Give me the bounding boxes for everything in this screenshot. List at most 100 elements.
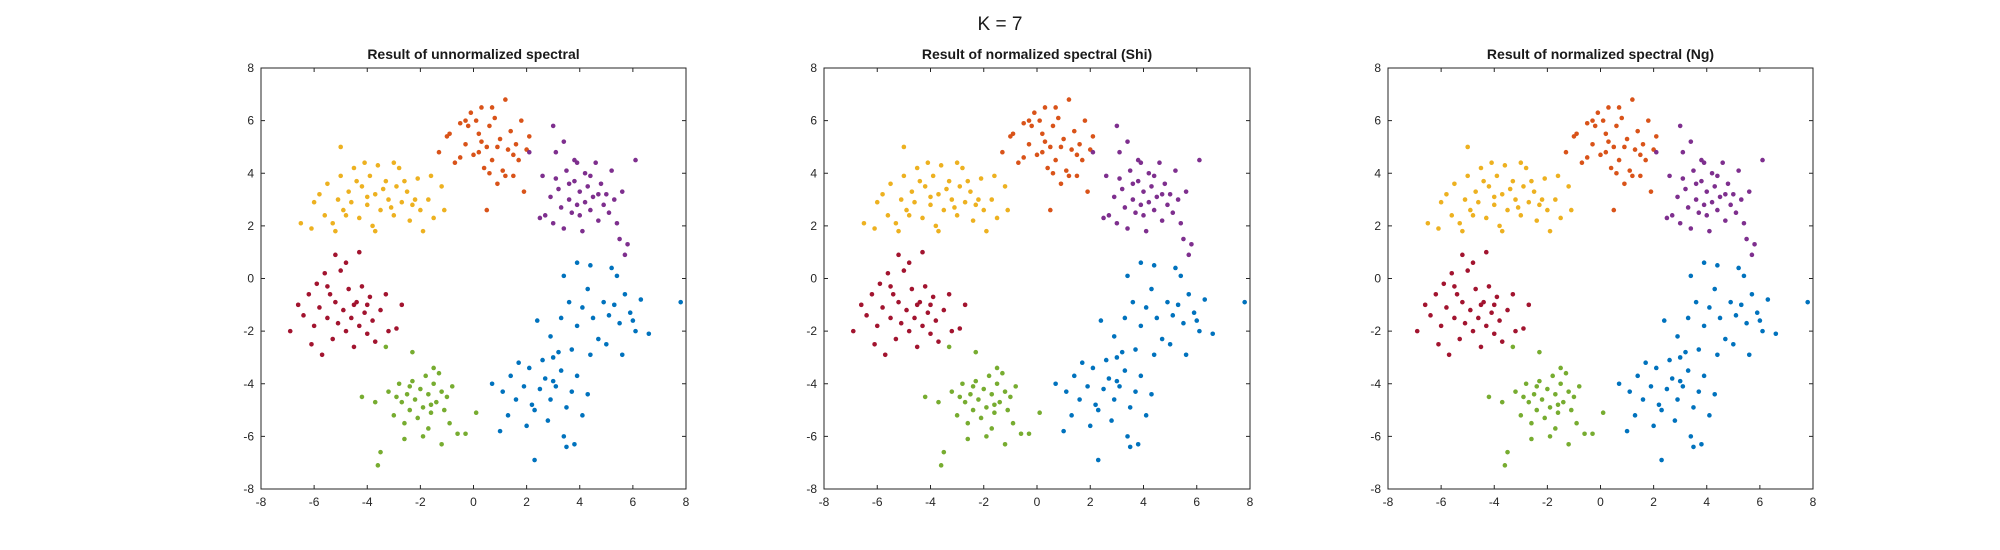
data-point bbox=[410, 378, 415, 384]
data-point bbox=[325, 284, 330, 289]
data-point bbox=[593, 160, 598, 166]
data-point bbox=[588, 207, 593, 213]
data-point bbox=[487, 123, 492, 129]
y-tick-label: -6 bbox=[806, 429, 817, 443]
data-point bbox=[1614, 123, 1619, 129]
data-point bbox=[1090, 149, 1096, 155]
data-point bbox=[311, 323, 317, 329]
data-point bbox=[1170, 210, 1176, 216]
panel-title: Result of unnormalized spectral bbox=[367, 46, 579, 62]
data-point bbox=[322, 270, 328, 276]
data-point bbox=[1476, 199, 1481, 205]
data-point bbox=[1683, 186, 1688, 192]
data-point bbox=[1744, 236, 1749, 242]
cluster-2 bbox=[436, 97, 532, 213]
data-point bbox=[492, 115, 498, 121]
data-point bbox=[1659, 457, 1664, 463]
data-point bbox=[1688, 273, 1694, 279]
data-point bbox=[1728, 299, 1733, 305]
data-point bbox=[1622, 181, 1627, 187]
data-point bbox=[997, 399, 1003, 405]
y-tick-label: -4 bbox=[806, 377, 817, 391]
data-point bbox=[1433, 291, 1439, 297]
data-point bbox=[880, 192, 885, 197]
data-point bbox=[412, 397, 418, 402]
data-point bbox=[1696, 347, 1702, 352]
data-point bbox=[1545, 386, 1550, 392]
data-point bbox=[1125, 273, 1130, 279]
data-point bbox=[1473, 189, 1478, 194]
data-point bbox=[375, 163, 381, 168]
data-point bbox=[1675, 194, 1680, 200]
data-point bbox=[941, 449, 947, 455]
data-point bbox=[1438, 199, 1444, 205]
data-point bbox=[1693, 299, 1699, 305]
data-point bbox=[1016, 160, 1021, 166]
data-point bbox=[1651, 423, 1656, 429]
y-tick-label: 2 bbox=[247, 219, 254, 233]
data-point bbox=[968, 189, 973, 194]
data-point bbox=[436, 370, 442, 376]
y-tick-label: 8 bbox=[247, 61, 254, 75]
data-point bbox=[920, 249, 925, 255]
data-point bbox=[349, 315, 354, 321]
data-point bbox=[577, 213, 583, 218]
data-point bbox=[1749, 252, 1755, 258]
data-point bbox=[906, 328, 912, 334]
data-point bbox=[526, 149, 532, 155]
data-point bbox=[1066, 173, 1072, 179]
data-point bbox=[1529, 178, 1534, 184]
data-point bbox=[619, 352, 625, 358]
data-point bbox=[1170, 313, 1176, 318]
data-point bbox=[1151, 352, 1157, 358]
data-point bbox=[1197, 157, 1202, 163]
data-point bbox=[1627, 389, 1633, 394]
data-point bbox=[396, 165, 402, 171]
data-point bbox=[1143, 305, 1149, 310]
data-point bbox=[1159, 218, 1165, 223]
data-point bbox=[372, 399, 378, 405]
data-point bbox=[1130, 181, 1136, 187]
data-point bbox=[1696, 210, 1702, 216]
y-tick-label: 0 bbox=[247, 272, 254, 286]
data-point bbox=[1680, 384, 1686, 389]
data-point bbox=[364, 331, 370, 337]
data-point bbox=[372, 192, 378, 197]
data-point bbox=[534, 318, 540, 323]
x-tick-label: 0 bbox=[470, 495, 477, 509]
data-point bbox=[550, 220, 556, 226]
data-point bbox=[471, 152, 476, 158]
data-point bbox=[431, 215, 436, 221]
data-point bbox=[1077, 397, 1082, 402]
data-point bbox=[590, 194, 596, 200]
data-point bbox=[1685, 368, 1691, 373]
data-point bbox=[1704, 189, 1710, 194]
data-point bbox=[633, 157, 638, 163]
data-point bbox=[1071, 128, 1077, 134]
data-point bbox=[949, 389, 955, 394]
data-point bbox=[1640, 397, 1646, 402]
data-point bbox=[596, 336, 601, 342]
data-point bbox=[1805, 299, 1810, 305]
data-point bbox=[1518, 213, 1524, 218]
data-point bbox=[1029, 123, 1034, 129]
data-point bbox=[1715, 263, 1720, 268]
data-point bbox=[874, 323, 880, 329]
figure-suptitle: K = 7 bbox=[977, 14, 1023, 35]
data-point bbox=[521, 384, 527, 389]
x-tick-label: 4 bbox=[1703, 495, 1710, 509]
data-point bbox=[949, 328, 955, 334]
data-point bbox=[981, 386, 987, 392]
data-point bbox=[1018, 431, 1024, 437]
data-point bbox=[1149, 391, 1154, 397]
data-point bbox=[901, 144, 907, 150]
data-point bbox=[505, 413, 511, 418]
data-point bbox=[572, 441, 577, 447]
data-point bbox=[1707, 228, 1712, 234]
data-point bbox=[325, 315, 330, 321]
data-point bbox=[598, 181, 604, 187]
data-point bbox=[1526, 199, 1532, 205]
x-tick-label: 8 bbox=[1247, 495, 1254, 509]
data-point bbox=[1566, 184, 1571, 189]
data-point bbox=[976, 397, 981, 402]
